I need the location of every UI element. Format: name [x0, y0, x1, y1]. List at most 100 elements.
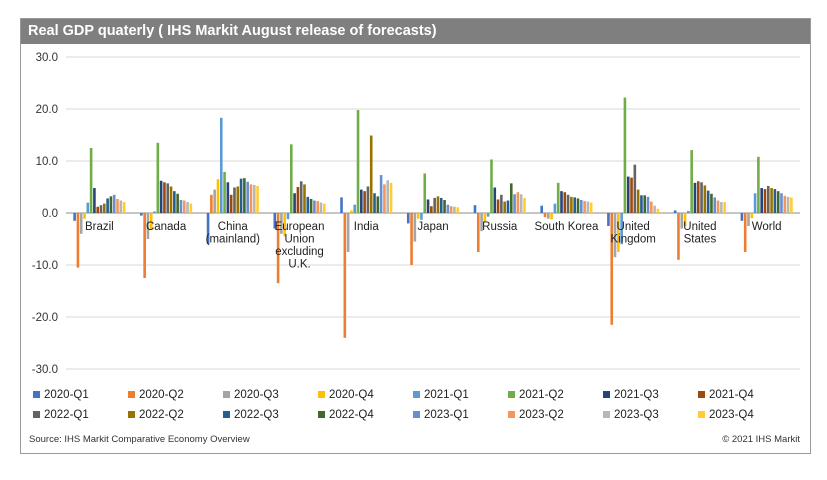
bar-2021-Q1-10 [753, 193, 757, 213]
bar-2021-Q4-6 [496, 199, 500, 213]
bar-2023-Q2-7 [583, 201, 586, 213]
bar-2023-Q3-8 [653, 205, 656, 213]
bar-2022-Q1-3 [299, 181, 303, 213]
bar-2022-Q4-0 [109, 196, 113, 213]
bar-2021-Q3-8 [626, 176, 630, 213]
bar-2023-Q1-2 [246, 181, 249, 213]
legend-swatch [508, 411, 515, 418]
bar-2023-Q2-1 [182, 200, 186, 213]
bar-2022-Q2-5 [436, 196, 440, 213]
bar-2022-Q2-6 [503, 201, 506, 213]
bar-2023-Q3-1 [186, 202, 189, 213]
bar-2023-Q1-6 [513, 194, 516, 213]
bar-2021-Q4-3 [296, 187, 300, 213]
bar-2022-Q1-10 [766, 185, 770, 213]
chart-legend: 2020-Q1 2020-Q2 2020-Q3 2020-Q4 2021-Q1 2021-… [21, 387, 810, 427]
bar-2023-Q2-2 [249, 184, 253, 213]
bar-2020-Q3-10 [747, 213, 750, 226]
legend-item: 2023-Q3 [603, 409, 659, 421]
bar-2022-Q3-7 [573, 197, 577, 213]
bar-2020-Q3-8 [613, 213, 617, 258]
legend-label: 2021-Q1 [424, 389, 469, 401]
bar-2023-Q2-10 [783, 195, 787, 213]
bar-2021-Q2-2 [223, 171, 226, 213]
bar-2023-Q3-2 [252, 184, 256, 213]
legend-label: 2023-Q4 [709, 409, 754, 421]
bar-2023-Q3-4 [386, 180, 390, 213]
bar-2021-Q3-2 [226, 182, 230, 213]
y-tick-label: -20.0 [32, 312, 58, 324]
legend-label: 2020-Q2 [139, 389, 184, 401]
bar-2021-Q1-0 [86, 202, 90, 213]
legend-item: 2020-Q2 [128, 389, 184, 401]
legend-label: 2023-Q1 [424, 409, 469, 421]
legend-item: 2021-Q4 [698, 389, 754, 401]
bar-2020-Q1-7 [540, 205, 544, 213]
bar-2022-Q4-8 [643, 195, 647, 213]
bar-2020-Q3-4 [346, 213, 350, 252]
bar-2021-Q4-0 [96, 206, 100, 213]
legend-item: 2020-Q1 [33, 389, 89, 401]
y-tick-label: 20.0 [36, 104, 58, 116]
bar-2022-Q2-2 [236, 186, 240, 213]
category-label: South Korea [534, 221, 599, 233]
bar-2023-Q1-9 [713, 197, 717, 213]
bar-2020-Q1-1 [140, 213, 143, 216]
bar-2021-Q1-6 [486, 213, 490, 217]
bar-2020-Q2-7 [543, 213, 547, 218]
bar-2023-Q3-9 [720, 202, 723, 213]
bar-2020-Q2-1 [143, 213, 146, 278]
bar-2023-Q4-2 [256, 185, 259, 213]
bar-2022-Q2-10 [770, 188, 773, 213]
bar-2023-Q3-3 [319, 202, 323, 213]
bar-2022-Q3-6 [506, 200, 510, 213]
bar-2022-Q2-3 [303, 184, 306, 213]
bar-2022-Q3-5 [439, 197, 443, 213]
bar-2023-Q3-7 [586, 201, 590, 213]
bar-2023-Q1-1 [179, 200, 183, 213]
legend-item: 2020-Q3 [223, 389, 279, 401]
bar-2022-Q1-8 [633, 164, 637, 213]
bar-2021-Q2-0 [89, 148, 93, 213]
legend-label: 2021-Q3 [614, 389, 659, 401]
bar-2020-Q1-6 [473, 205, 477, 213]
bar-2022-Q3-8 [640, 195, 643, 213]
bar-2021-Q3-3 [293, 193, 296, 213]
bar-2022-Q3-2 [239, 178, 243, 213]
bar-2020-Q4-5 [416, 213, 420, 219]
bar-2020-Q3-0 [79, 213, 83, 234]
bar-2022-Q2-0 [103, 203, 106, 213]
bar-2023-Q4-6 [523, 197, 526, 213]
bar-2022-Q1-0 [99, 205, 103, 213]
bar-2020-Q4-2 [216, 179, 220, 213]
bar-2021-Q2-9 [690, 150, 693, 213]
bar-2022-Q3-10 [773, 189, 777, 213]
bar-2022-Q4-5 [443, 200, 446, 213]
legend-label: 2022-Q2 [139, 409, 184, 421]
bar-2020-Q1-5 [406, 213, 410, 224]
y-tick-label: 30.0 [36, 52, 58, 64]
legend-swatch [33, 411, 40, 418]
legend-item: 2023-Q2 [508, 409, 564, 421]
legend-label: 2023-Q2 [519, 409, 564, 421]
legend-label: 2023-Q3 [614, 409, 659, 421]
bar-2020-Q1-0 [73, 213, 76, 221]
bar-2020-Q1-9 [673, 210, 677, 213]
legend-item: 2022-Q1 [33, 409, 89, 421]
bar-2021-Q2-1 [156, 142, 160, 213]
legend-item: 2023-Q4 [698, 409, 754, 421]
bar-2023-Q4-1 [189, 203, 193, 213]
bar-2022-Q4-7 [576, 198, 580, 213]
bar-2022-Q2-9 [703, 185, 707, 213]
bar-2021-Q1-7 [553, 203, 557, 213]
bar-2020-Q2-5 [410, 213, 413, 265]
bar-2020-Q4-0 [83, 213, 86, 219]
bar-2023-Q4-5 [456, 207, 460, 213]
bar-2020-Q2-8 [610, 213, 614, 325]
y-tick-label: -30.0 [32, 364, 58, 376]
bar-2022-Q2-4 [369, 135, 373, 213]
bar-2023-Q1-3 [313, 200, 316, 213]
bar-2020-Q2-9 [677, 213, 680, 260]
category-label: United States [683, 221, 716, 246]
bar-2021-Q2-5 [423, 173, 427, 213]
